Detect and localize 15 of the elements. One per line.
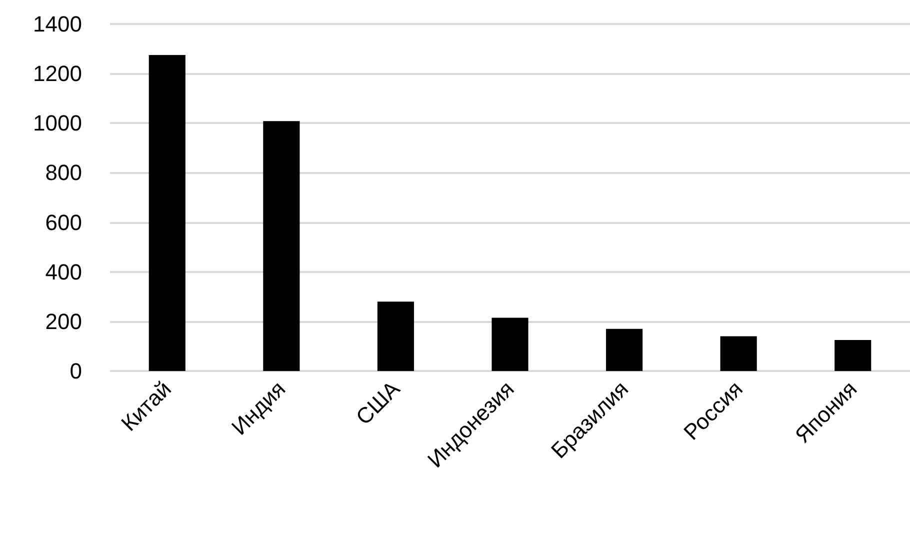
y-tick-label: 800 [45, 160, 82, 186]
y-tick-label: 1200 [33, 61, 82, 86]
y-tick-label: 0 [70, 358, 82, 384]
y-tick-label: 1000 [33, 110, 82, 136]
bar [377, 302, 414, 371]
y-tick-label: 400 [45, 259, 82, 284]
y-tick-label: 600 [45, 210, 82, 235]
y-tick-label: 200 [45, 308, 82, 334]
bar [720, 336, 757, 371]
bar [263, 121, 300, 371]
bar [148, 54, 186, 371]
bar [606, 328, 643, 371]
y-tick-label: 1400 [33, 12, 82, 36]
bar [492, 318, 528, 371]
bar [834, 340, 872, 371]
